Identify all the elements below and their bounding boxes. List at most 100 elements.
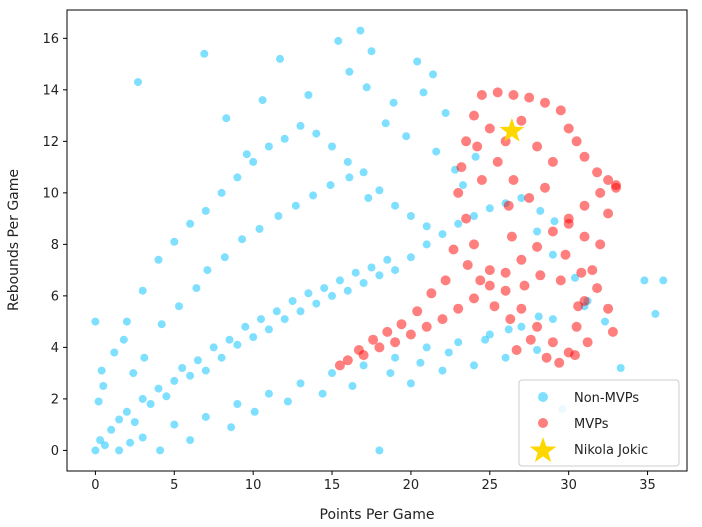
point-mvps-47 <box>611 182 621 193</box>
point-non-mvps-68 <box>406 212 415 220</box>
point-non-mvps-153 <box>348 382 357 390</box>
x-tick-label-0: 0 <box>91 478 99 493</box>
point-non-mvps-152 <box>318 389 327 398</box>
point-mvps-1 <box>342 355 353 366</box>
point-mvps-42 <box>563 123 574 134</box>
point-non-mvps-85 <box>406 379 415 388</box>
point-non-mvps-50 <box>122 317 131 326</box>
point-non-mvps-149 <box>227 423 236 432</box>
point-non-mvps-99 <box>192 284 201 293</box>
point-mvps-73 <box>489 301 500 312</box>
point-non-mvps-155 <box>416 358 425 367</box>
point-non-mvps-97 <box>157 320 166 329</box>
point-non-mvps-43 <box>454 219 463 228</box>
point-non-mvps-82 <box>517 322 526 331</box>
point-mvps-9 <box>469 293 479 304</box>
point-non-mvps-21 <box>249 333 258 342</box>
point-non-mvps-95 <box>129 369 138 378</box>
point-non-mvps-89 <box>533 346 542 354</box>
point-non-mvps-65 <box>359 168 368 177</box>
point-mvps-71 <box>519 280 530 291</box>
point-mvps-55 <box>476 175 487 185</box>
point-non-mvps-110 <box>91 317 100 326</box>
legend-label-non-mvps: Non-MVPs <box>574 391 639 406</box>
point-mvps-46 <box>603 175 614 185</box>
point-mvps-66 <box>607 326 618 337</box>
point-non-mvps-122 <box>413 57 422 66</box>
point-non-mvps-57 <box>233 173 242 182</box>
x-tick-label-30: 30 <box>560 478 577 493</box>
point-non-mvps-128 <box>381 119 390 128</box>
point-non-mvps-100 <box>203 266 212 275</box>
point-non-mvps-132 <box>459 181 467 190</box>
point-non-mvps-135 <box>550 217 559 226</box>
point-non-mvps-115 <box>356 26 365 35</box>
point-non-mvps-105 <box>291 201 300 210</box>
point-non-mvps-94 <box>119 335 128 344</box>
legend: Non-MVPs MVPs Nikola Jokic <box>518 379 680 467</box>
point-non-mvps-71 <box>170 420 179 429</box>
point-non-mvps-14 <box>193 356 202 365</box>
point-non-mvps-12 <box>178 364 187 372</box>
point-mvps-57 <box>472 141 483 152</box>
point-mvps-56 <box>484 123 495 134</box>
point-mvps-34 <box>461 136 472 147</box>
point-nikola-jokic-0 <box>499 118 525 142</box>
point-non-mvps-121 <box>242 150 251 159</box>
point-non-mvps-76 <box>328 369 336 378</box>
point-non-mvps-58 <box>249 157 258 166</box>
point-non-mvps-47 <box>517 194 526 202</box>
point-non-mvps-66 <box>375 186 384 195</box>
point-mvps-67 <box>582 337 593 348</box>
point-non-mvps-111 <box>134 78 142 87</box>
x-tick-label-15: 15 <box>324 478 341 493</box>
legend-marker-non-mvps <box>538 392 548 402</box>
point-mvps-27 <box>516 303 527 314</box>
point-non-mvps-158 <box>504 325 513 334</box>
point-mvps-14 <box>547 226 558 237</box>
point-non-mvps-33 <box>343 286 352 295</box>
plot-area <box>66 9 688 472</box>
point-non-mvps-108 <box>345 173 354 182</box>
point-non-mvps-91 <box>97 366 106 375</box>
point-mvps-49 <box>516 115 527 126</box>
y-tick-label-12: 12 <box>42 135 59 150</box>
point-non-mvps-104 <box>274 212 283 220</box>
point-mvps-40 <box>540 97 550 108</box>
point-mvps-17 <box>595 187 606 198</box>
point-mvps-8 <box>453 303 464 314</box>
point-non-mvps-6 <box>130 418 139 427</box>
x-tick-label-25: 25 <box>482 478 499 493</box>
point-non-mvps-151 <box>283 397 292 406</box>
point-non-mvps-129 <box>402 132 411 141</box>
x-tick-label-10: 10 <box>245 478 262 493</box>
points-layer <box>91 26 668 455</box>
point-non-mvps-83 <box>548 315 557 324</box>
point-non-mvps-156 <box>444 348 453 357</box>
point-mvps-69 <box>560 249 571 260</box>
point-mvps-82 <box>368 334 379 345</box>
point-non-mvps-125 <box>419 88 428 97</box>
point-non-mvps-34 <box>351 268 360 277</box>
point-non-mvps-15 <box>201 366 210 375</box>
point-non-mvps-8 <box>146 400 155 408</box>
point-mvps-25 <box>547 337 558 348</box>
point-non-mvps-79 <box>422 343 431 352</box>
point-non-mvps-42 <box>438 230 447 239</box>
legend-box <box>518 379 680 467</box>
point-mvps-62 <box>555 275 566 286</box>
point-mvps-32 <box>453 187 464 198</box>
point-non-mvps-130 <box>432 147 441 156</box>
y-tick-label-8: 8 <box>51 238 59 253</box>
point-mvps-30 <box>469 239 479 250</box>
point-mvps-87 <box>554 357 565 368</box>
point-non-mvps-24 <box>272 307 281 316</box>
point-non-mvps-109 <box>364 194 373 202</box>
point-mvps-51 <box>547 156 558 167</box>
point-mvps-84 <box>511 345 522 355</box>
point-non-mvps-96 <box>140 353 149 362</box>
point-non-mvps-11 <box>170 376 179 385</box>
y-tick-label-0: 0 <box>51 444 59 459</box>
point-non-mvps-67 <box>391 201 400 210</box>
